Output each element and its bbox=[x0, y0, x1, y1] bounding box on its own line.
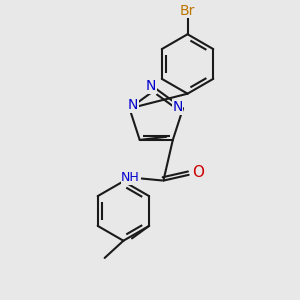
Text: Br: Br bbox=[180, 4, 195, 18]
Text: N: N bbox=[172, 100, 183, 114]
Text: N: N bbox=[128, 98, 138, 112]
Text: O: O bbox=[192, 165, 204, 180]
Text: NH: NH bbox=[121, 171, 140, 184]
Text: N: N bbox=[146, 80, 156, 94]
